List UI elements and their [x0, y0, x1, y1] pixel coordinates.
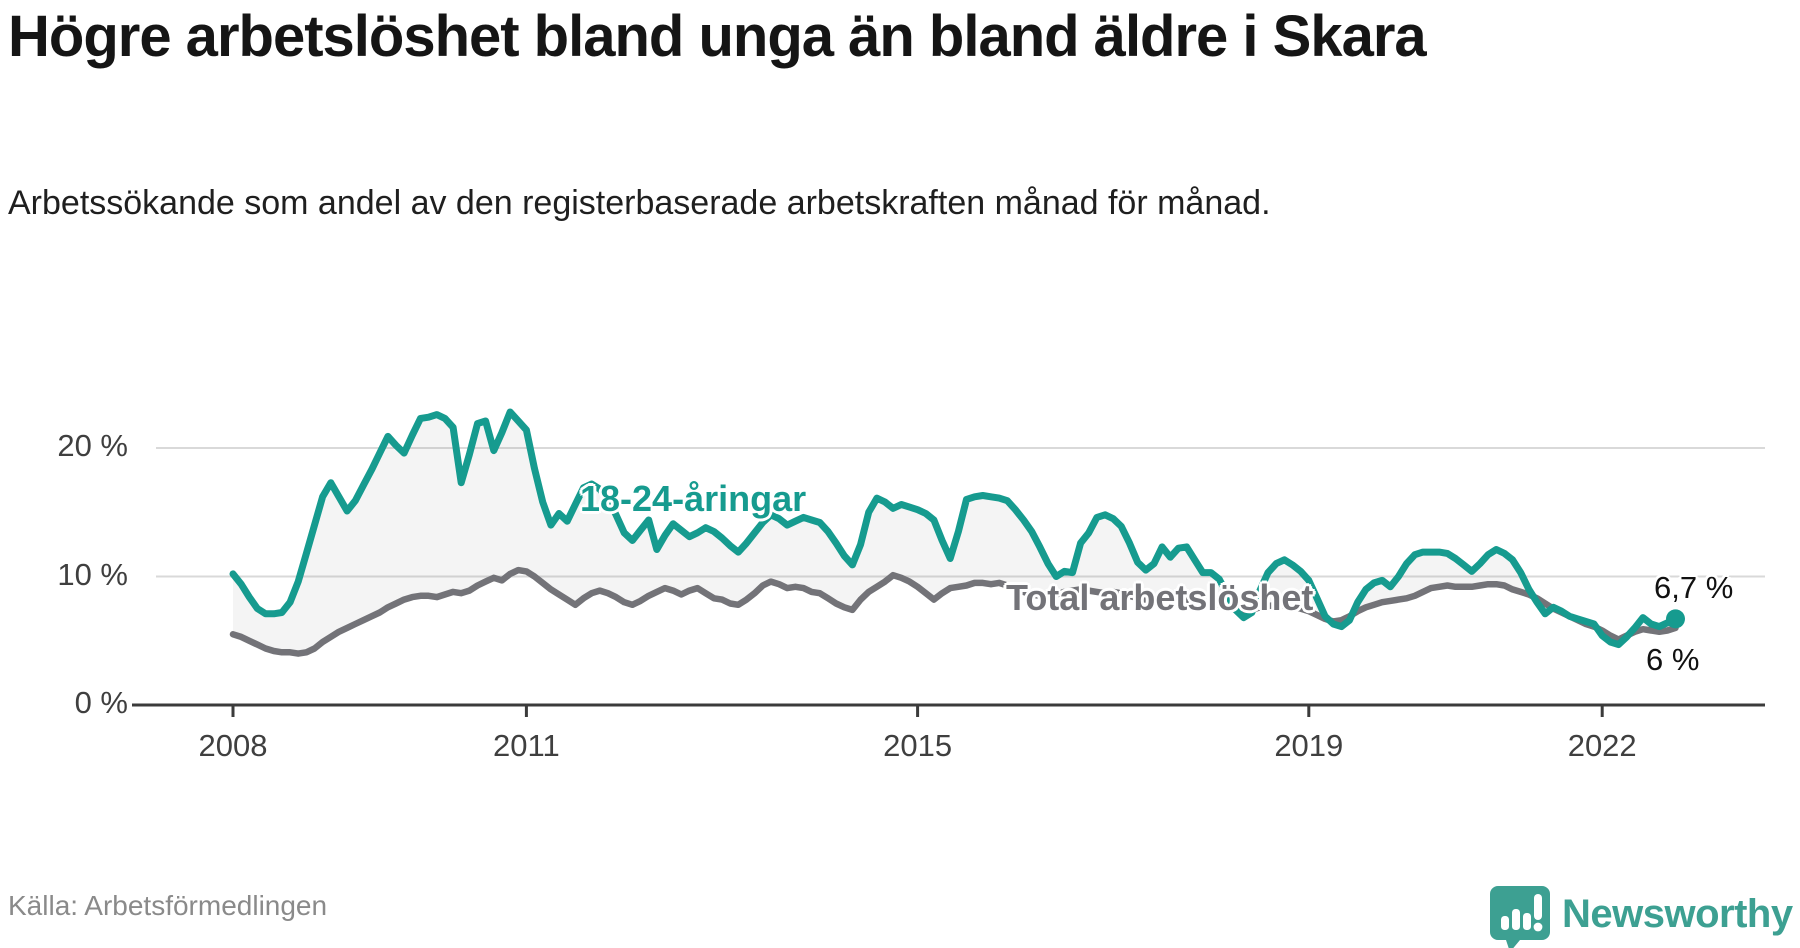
source-credit: Källa: Arbetsförmedlingen [8, 890, 328, 921]
y-axis-label-20: 20 % [57, 428, 128, 463]
brand-name: Newsworthy [1562, 892, 1793, 936]
series-label-total: Total arbetslöshet [1006, 577, 1314, 618]
series-label-youth: 18-24-åringar [580, 478, 807, 519]
chart-subtitle: Arbetssökande som andel av den registerb… [8, 184, 1271, 222]
x-axis-label-2022: 2022 [1567, 728, 1637, 763]
x-axis-label-2019: 2019 [1274, 728, 1344, 763]
y-axis-label-0: 0 % [74, 685, 128, 720]
newsworthy-icon [1490, 886, 1550, 948]
brand-logo: Newsworthy [1490, 884, 1796, 948]
x-axis-label-2011: 2011 [493, 728, 560, 763]
end-value-youth: 6,7 % [1654, 570, 1734, 605]
x-axis-label-2015: 2015 [883, 728, 953, 763]
chart-title: Högre arbetslöshet bland unga än bland ä… [8, 4, 1427, 69]
y-axis-label-10: 10 % [57, 556, 128, 592]
x-axis-label-2008: 2008 [198, 728, 268, 763]
end-value-total: 6 % [1646, 642, 1700, 677]
